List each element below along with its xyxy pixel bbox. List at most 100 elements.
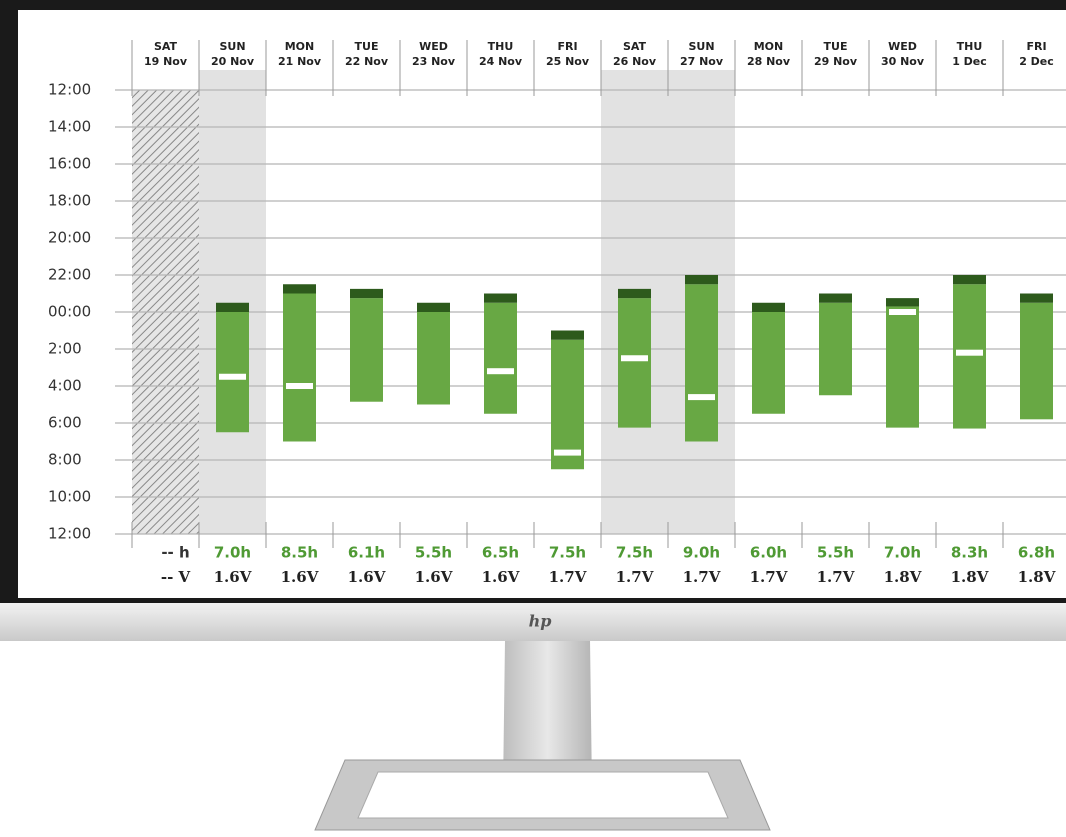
y-tick-label: 12:00 xyxy=(48,81,91,99)
voltage-label: 1.7V xyxy=(616,568,654,586)
day-label: WED xyxy=(888,40,917,53)
duration-label: 7.5h xyxy=(549,544,586,562)
y-tick-label: 18:00 xyxy=(48,192,91,210)
settle-band xyxy=(886,298,919,307)
duration-label: 9.0h xyxy=(683,544,720,562)
day-label: THU xyxy=(488,40,514,53)
sleep-bar xyxy=(350,298,383,402)
y-tick-label: 22:00 xyxy=(48,266,91,284)
settle-band xyxy=(1020,293,1053,303)
voltage-label: 1.6V xyxy=(348,568,386,586)
y-tick-label: 8:00 xyxy=(48,451,82,469)
sleep-bar xyxy=(216,312,249,433)
voltage-label: 1.8V xyxy=(1018,568,1056,586)
sleep-bar xyxy=(953,284,986,429)
duration-label: 7.0h xyxy=(214,544,251,562)
settle-band xyxy=(484,293,517,303)
duration-label: 7.0h xyxy=(884,544,921,562)
voltage-label: 1.7V xyxy=(683,568,721,586)
y-tick-label: 10:00 xyxy=(48,488,91,506)
day-label: FRI xyxy=(1026,40,1046,53)
day-label: SAT xyxy=(154,40,178,53)
settle-band xyxy=(417,302,450,312)
voltage-label: 1.7V xyxy=(549,568,587,586)
monitor-chin xyxy=(0,603,1066,641)
settle-band xyxy=(819,293,852,303)
settle-band xyxy=(283,284,316,294)
sleep-bar xyxy=(819,302,852,396)
y-tick-label: 20:00 xyxy=(48,229,91,247)
date-label: 25 Nov xyxy=(546,55,590,68)
day-label: SUN xyxy=(219,40,245,53)
day-label: MON xyxy=(754,40,784,53)
settle-band xyxy=(953,275,986,285)
wake-marker xyxy=(956,349,983,356)
date-label: 27 Nov xyxy=(680,55,724,68)
day-label: SUN xyxy=(688,40,714,53)
weekend-shade xyxy=(199,70,266,534)
voltage-label: 1.8V xyxy=(884,568,922,586)
settle-band xyxy=(685,275,718,285)
date-label: 1 Dec xyxy=(952,55,987,68)
date-label: 29 Nov xyxy=(814,55,858,68)
wake-marker xyxy=(219,373,246,380)
voltage-label: -- V xyxy=(161,568,191,586)
logo: hp xyxy=(529,612,552,631)
voltage-label: 1.7V xyxy=(750,568,788,586)
day-label: TUE xyxy=(824,40,848,53)
y-tick-label: 16:00 xyxy=(48,155,91,173)
date-label: 28 Nov xyxy=(747,55,791,68)
day-label: MON xyxy=(285,40,315,53)
date-label: 23 Nov xyxy=(412,55,456,68)
y-tick-label: 00:00 xyxy=(48,303,91,321)
duration-label: 6.5h xyxy=(482,544,519,562)
voltage-label: 1.7V xyxy=(817,568,855,586)
duration-label: 7.5h xyxy=(616,544,653,562)
settle-band xyxy=(350,288,383,299)
voltage-label: 1.6V xyxy=(281,568,319,586)
duration-label: 6.8h xyxy=(1018,544,1055,562)
chart: 12:00 14:00 16:00 18:00 20:00 22:00 00:00 2:00 4… xyxy=(48,40,1066,586)
sleep-bar xyxy=(886,306,919,428)
date-label: 26 Nov xyxy=(613,55,657,68)
wake-marker xyxy=(621,355,648,362)
voltage-label: 1.6V xyxy=(214,568,252,586)
settle-band xyxy=(551,330,584,340)
wake-marker xyxy=(688,394,715,401)
voltage-label: 1.6V xyxy=(482,568,520,586)
settle-band xyxy=(752,302,785,312)
duration-label: 5.5h xyxy=(415,544,452,562)
sleep-bar xyxy=(618,298,651,428)
sleep-bar xyxy=(752,312,785,414)
day-label: TUE xyxy=(355,40,379,53)
duration-label: -- h xyxy=(161,544,189,562)
sleep-bar xyxy=(1020,302,1053,420)
date-label: 19 Nov xyxy=(144,55,188,68)
wake-marker xyxy=(889,309,916,315)
y-tick-label: 4:00 xyxy=(48,377,82,395)
date-label: 21 Nov xyxy=(278,55,322,68)
date-label: 2 Dec xyxy=(1019,55,1054,68)
y-tick-label: 2:00 xyxy=(48,340,82,358)
voltage-label: 1.6V xyxy=(415,568,453,586)
voltage-label: 1.8V xyxy=(951,568,989,586)
duration-label: 8.5h xyxy=(281,544,318,562)
settle-band xyxy=(216,302,249,312)
date-label: 22 Nov xyxy=(345,55,389,68)
stand-base-hole xyxy=(357,771,729,819)
sleep-bar xyxy=(551,339,584,470)
sleep-bar xyxy=(484,302,517,414)
wake-marker xyxy=(286,383,313,389)
day-label: FRI xyxy=(557,40,577,53)
duration-label: 6.1h xyxy=(348,544,385,562)
sleep-bar xyxy=(685,284,718,442)
day-label: WED xyxy=(419,40,448,53)
y-tick-label: 12:00 xyxy=(48,525,91,543)
wake-marker xyxy=(487,368,514,375)
sleep-bar xyxy=(283,293,316,442)
date-label: 20 Nov xyxy=(211,55,255,68)
stand-neck xyxy=(503,640,592,790)
duration-label: 5.5h xyxy=(817,544,854,562)
day-label: THU xyxy=(957,40,983,53)
